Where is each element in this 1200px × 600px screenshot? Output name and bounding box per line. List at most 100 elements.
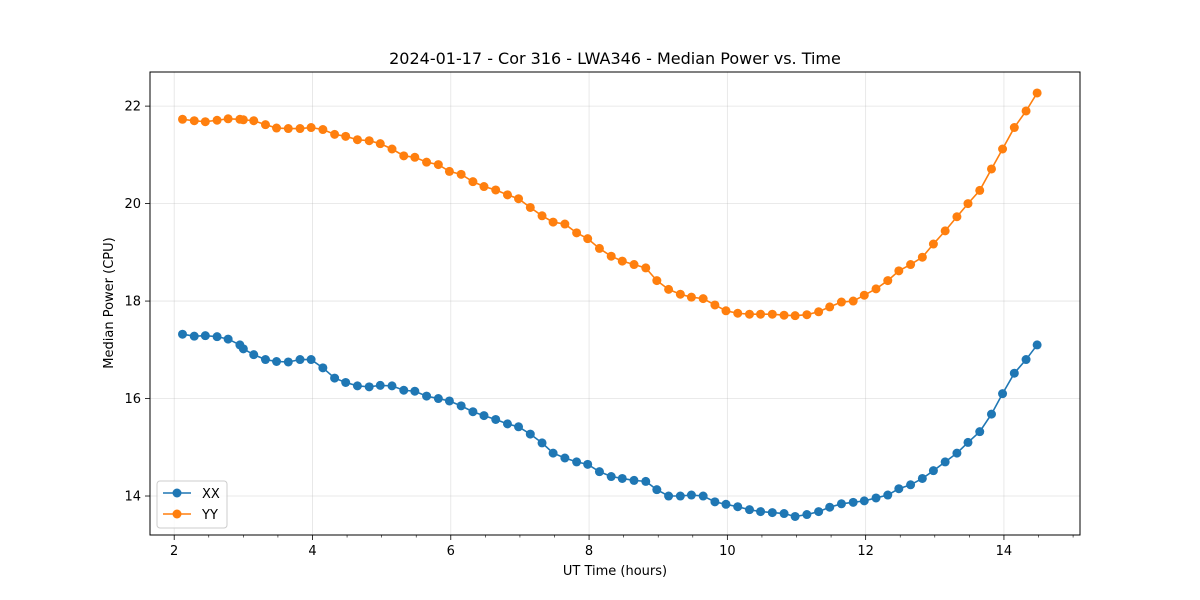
y-tick-label: 14 bbox=[124, 490, 141, 505]
data-point-yy bbox=[295, 124, 305, 134]
data-point-xx bbox=[859, 496, 869, 506]
x-tick-label: 12 bbox=[857, 544, 874, 559]
data-point-xx bbox=[283, 357, 293, 367]
legend-marker-yy bbox=[172, 509, 182, 519]
data-point-xx bbox=[352, 381, 362, 391]
data-point-xx bbox=[975, 427, 985, 437]
data-point-yy bbox=[986, 164, 996, 174]
data-point-xx bbox=[710, 497, 720, 507]
data-point-yy bbox=[825, 302, 835, 312]
x-tick-label: 10 bbox=[719, 544, 736, 559]
data-point-yy bbox=[652, 276, 662, 286]
data-point-xx bbox=[375, 380, 385, 390]
data-point-xx bbox=[779, 509, 789, 519]
data-point-xx bbox=[814, 507, 824, 517]
data-point-yy bbox=[894, 266, 904, 276]
data-point-yy bbox=[387, 144, 397, 154]
data-point-yy bbox=[790, 311, 800, 321]
data-point-yy bbox=[223, 114, 233, 124]
data-point-xx bbox=[249, 350, 259, 360]
data-point-yy bbox=[848, 296, 858, 306]
plot-background bbox=[150, 72, 1080, 535]
data-point-xx bbox=[906, 480, 916, 490]
data-point-yy bbox=[721, 306, 731, 316]
data-point-yy bbox=[238, 115, 248, 125]
data-point-xx bbox=[802, 510, 812, 520]
data-point-xx bbox=[963, 437, 973, 447]
data-point-yy bbox=[456, 169, 466, 179]
data-point-xx bbox=[178, 329, 187, 339]
data-point-yy bbox=[744, 309, 754, 319]
data-point-yy bbox=[306, 123, 316, 133]
data-point-xx bbox=[652, 485, 662, 495]
data-point-xx bbox=[272, 357, 282, 366]
data-point-xx bbox=[364, 382, 374, 392]
data-point-xx bbox=[560, 453, 570, 463]
data-point-yy bbox=[525, 202, 535, 212]
data-point-xx bbox=[479, 411, 489, 421]
data-point-xx bbox=[318, 363, 328, 373]
legend-marker-xx bbox=[172, 488, 182, 498]
data-point-xx bbox=[525, 429, 535, 439]
y-axis-ticks: 14 16 18 20 22 bbox=[124, 100, 150, 505]
data-point-yy bbox=[963, 199, 973, 209]
data-point-xx bbox=[468, 407, 478, 417]
data-point-xx bbox=[410, 386, 420, 396]
data-point-yy bbox=[710, 300, 720, 310]
data-point-xx bbox=[606, 472, 616, 482]
data-point-xx bbox=[767, 508, 777, 518]
data-point-yy bbox=[617, 256, 627, 266]
data-point-yy bbox=[260, 120, 270, 130]
data-point-yy bbox=[318, 125, 328, 135]
y-tick-label: 20 bbox=[124, 197, 141, 212]
data-point-xx bbox=[548, 448, 558, 458]
data-point-xx bbox=[641, 476, 651, 486]
data-point-xx bbox=[756, 507, 766, 517]
data-point-xx bbox=[986, 409, 996, 419]
x-tick-label: 2 bbox=[170, 544, 178, 559]
data-point-xx bbox=[537, 438, 547, 448]
data-point-yy bbox=[802, 310, 812, 320]
data-point-xx bbox=[502, 419, 512, 429]
data-point-xx bbox=[744, 505, 754, 515]
data-point-yy bbox=[548, 217, 558, 227]
data-point-xx bbox=[836, 499, 846, 509]
data-point-yy bbox=[491, 185, 501, 195]
legend: XX YY bbox=[156, 480, 228, 529]
data-point-xx bbox=[629, 475, 639, 485]
data-point-xx bbox=[733, 502, 743, 512]
series-line-yy bbox=[182, 92, 1038, 317]
series-yy bbox=[178, 88, 1042, 321]
data-point-xx bbox=[894, 484, 904, 494]
data-point-xx bbox=[686, 490, 696, 500]
data-point-yy bbox=[479, 182, 489, 192]
series-layer bbox=[178, 88, 1042, 521]
data-point-yy bbox=[1009, 123, 1019, 133]
data-point-yy bbox=[178, 114, 187, 124]
data-point-yy bbox=[537, 211, 547, 221]
grid-lines bbox=[150, 72, 1080, 535]
data-point-yy bbox=[502, 190, 512, 200]
data-point-yy bbox=[871, 284, 881, 294]
data-point-yy bbox=[629, 260, 639, 270]
data-point-xx bbox=[572, 457, 582, 467]
data-point-yy bbox=[468, 177, 478, 187]
data-point-xx bbox=[698, 491, 708, 501]
data-point-xx bbox=[1032, 340, 1042, 350]
data-point-yy bbox=[686, 292, 696, 302]
data-point-xx bbox=[940, 457, 950, 467]
data-point-yy bbox=[212, 115, 222, 125]
data-point-xx bbox=[514, 422, 524, 432]
data-point-yy bbox=[189, 116, 199, 126]
data-point-yy bbox=[1021, 106, 1031, 116]
data-point-yy bbox=[940, 226, 950, 236]
data-point-xx bbox=[825, 502, 835, 512]
data-point-yy bbox=[733, 308, 743, 318]
data-point-yy bbox=[514, 194, 524, 204]
data-point-yy bbox=[859, 290, 869, 300]
data-point-xx bbox=[848, 497, 858, 507]
x-axis-ticks: 2 4 6 8 10 12 14 bbox=[170, 535, 1074, 559]
data-point-yy bbox=[422, 157, 432, 167]
data-point-yy bbox=[883, 276, 893, 286]
